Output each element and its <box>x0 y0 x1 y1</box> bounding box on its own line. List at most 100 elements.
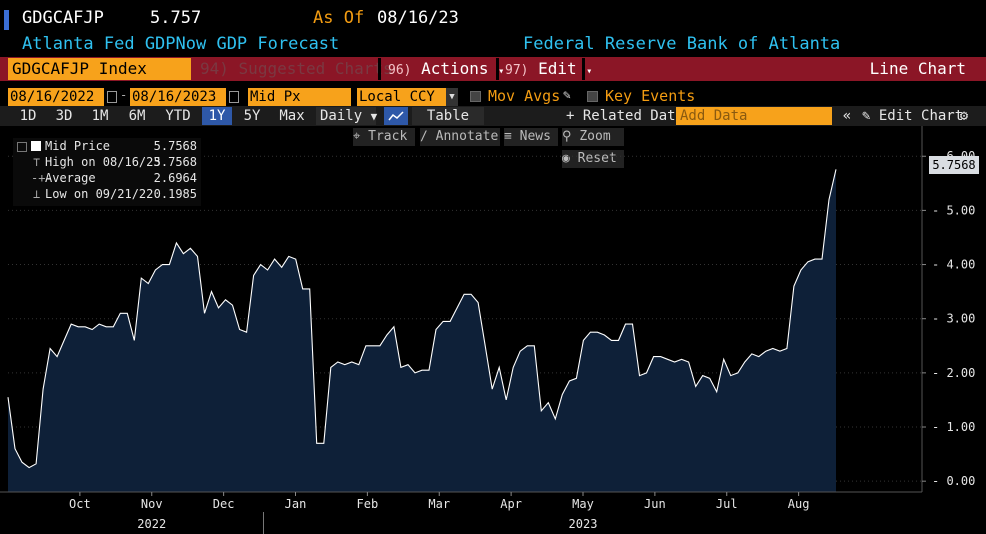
area-fill <box>8 169 836 492</box>
reset-tool[interactable]: ◉ Reset <box>562 150 624 168</box>
start-date-field[interactable]: 08/16/2022 <box>8 88 104 106</box>
ticker-symbol: GDGCAFJP <box>22 8 104 28</box>
chart-type-label[interactable]: Line Chart <box>869 59 966 78</box>
currency-chevron-down-icon[interactable]: ▼ <box>446 88 458 106</box>
frequency-label: Daily <box>320 108 363 124</box>
range-6m[interactable]: 6M <box>128 108 146 124</box>
suggested-charts-label: Suggested Charts <box>238 59 393 78</box>
news-icon: ≡ <box>504 129 512 144</box>
track-tool[interactable]: ⌖ Track <box>353 128 415 146</box>
x-tick-label: Jul <box>716 497 738 511</box>
related-data-button[interactable]: + Related Dat <box>566 107 676 125</box>
news-tool[interactable]: ≡ News <box>504 128 558 146</box>
currency-select[interactable]: Local CCY <box>357 88 446 106</box>
x-tick-label: Aug <box>788 497 810 511</box>
edit-chart-button[interactable]: ✎ Edit Chart <box>862 107 963 125</box>
zoom-tool[interactable]: ⚲ Zoom <box>562 128 624 146</box>
x-tick-label: Dec <box>213 497 235 511</box>
index-field[interactable]: GDGCAFJP Index <box>8 58 191 80</box>
suggested-charts-menu[interactable]: 94) Suggested Charts <box>200 58 393 80</box>
legend-value: 0.1985 <box>153 187 197 201</box>
zoom-label: Zoom <box>579 129 611 144</box>
annotate-label: Annotate <box>435 129 499 144</box>
actions-num: 96) <box>388 63 412 78</box>
legend-row: ⊥ Low on 09/21/22 0.1985 <box>13 186 201 202</box>
as-of-label: As Of <box>313 8 365 28</box>
y-tick-label: - 3.00 <box>932 312 975 326</box>
year-label: 2022 <box>137 517 166 531</box>
range-5y[interactable]: 5Y <box>243 108 261 124</box>
pencil-icon[interactable]: ✎ <box>563 88 571 103</box>
table-button[interactable]: Table <box>412 107 484 125</box>
y-tick-label: - 5.00 <box>932 203 975 217</box>
range-1m[interactable]: 1M <box>91 108 109 124</box>
last-price-tag: 5.7568 <box>929 156 979 174</box>
date-dash: - <box>120 88 128 102</box>
collapse-icon[interactable] <box>17 142 27 152</box>
range-1d[interactable]: 1D <box>19 108 37 124</box>
edit-chevron-icon: ▾ <box>586 66 593 77</box>
mov-avgs-label: Mov Avgs <box>488 87 561 105</box>
edit-menu[interactable]: 97) Edit ▾ <box>505 58 592 80</box>
y-axis-ticks: - 0.00- 1.00- 2.00- 3.00- 4.00- 5.00- 6.… <box>922 149 975 488</box>
legend-value: 2.6964 <box>153 171 197 185</box>
y-tick-label: - 2.00 <box>932 366 975 380</box>
legend-row: ⊤ High on 08/16/23 5.7568 <box>13 154 201 170</box>
ticker-marker <box>4 10 9 30</box>
annotate-tool[interactable]: ∕ Annotate <box>420 128 500 146</box>
x-tick-label: Oct <box>69 497 91 511</box>
high-marker-icon: ⊤ <box>33 155 41 169</box>
last-price: 5.757 <box>150 8 202 28</box>
key-events-label: Key Events <box>605 87 696 105</box>
actions-label: Actions <box>421 59 489 78</box>
edit-label: Edit <box>538 59 577 78</box>
legend-label: Average <box>45 171 96 185</box>
menu-separator <box>378 58 381 80</box>
range-1y[interactable]: 1Y <box>202 107 232 125</box>
x-tick-label: Feb <box>357 497 379 511</box>
range-3d[interactable]: 3D <box>55 108 73 124</box>
year-label: 2023 <box>569 517 598 531</box>
pencil-icon: ✎ <box>862 108 871 124</box>
line-chart-icon[interactable] <box>384 107 408 125</box>
legend-row: Mid Price 5.7568 <box>13 138 201 154</box>
x-axis-ticks: Oct Nov Dec Jan Feb Mar Apr May Jun Jul Aug 2022 202… <box>69 492 809 534</box>
suggested-charts-num: 94) <box>200 59 229 78</box>
range-ytd[interactable]: YTD <box>165 108 191 124</box>
collapse-chevron-icon[interactable]: « <box>842 108 852 124</box>
mov-avgs-checkbox[interactable] <box>470 91 481 102</box>
series-swatch-icon <box>31 141 41 151</box>
end-date-field[interactable]: 08/16/2023 <box>130 88 226 106</box>
legend-value: 5.7568 <box>153 139 197 153</box>
price-chart[interactable]: - 0.00- 1.00- 2.00- 3.00- 4.00- 5.00- 6.… <box>0 126 986 534</box>
y-tick-label: - 4.00 <box>932 258 975 272</box>
related-data-label: Related Dat <box>582 108 676 124</box>
calendar-icon[interactable] <box>229 91 239 103</box>
field-select[interactable]: Mid Px <box>248 88 351 106</box>
x-tick-label: Apr <box>500 497 522 511</box>
track-label: Track <box>368 129 408 144</box>
frequency-select[interactable]: Daily ▼ <box>316 107 377 125</box>
actions-chevron-icon: ▾ <box>498 66 505 77</box>
legend-label: High on 08/16/23 <box>45 155 161 169</box>
add-data-input[interactable]: Add Data <box>676 107 832 125</box>
menu-separator <box>496 58 499 80</box>
legend-label: Low on 09/21/22 <box>45 187 154 201</box>
y-tick-label: - 1.00 <box>932 420 975 434</box>
actions-menu[interactable]: 96) Actions ▾ <box>388 58 504 80</box>
x-tick-label: Jun <box>644 497 666 511</box>
x-tick-label: May <box>572 497 594 511</box>
search-icon: ⚲ <box>562 129 572 144</box>
reset-icon: ◉ <box>562 151 570 166</box>
crosshair-icon: ⌖ <box>353 129 361 144</box>
calendar-icon[interactable] <box>107 91 117 103</box>
key-events-checkbox[interactable] <box>587 91 598 102</box>
chart-legend: Mid Price 5.7568 ⊤ High on 08/16/23 5.75… <box>13 138 201 206</box>
x-tick-label: Jan <box>285 497 307 511</box>
gear-icon[interactable]: ⚙ <box>959 108 969 124</box>
y-tick-label: - 0.00 <box>932 474 975 488</box>
data-source: Federal Reserve Bank of Atlanta <box>523 34 841 54</box>
legend-label: Mid Price <box>45 139 111 153</box>
plus-icon: + <box>566 108 575 124</box>
range-max[interactable]: Max <box>279 108 305 124</box>
